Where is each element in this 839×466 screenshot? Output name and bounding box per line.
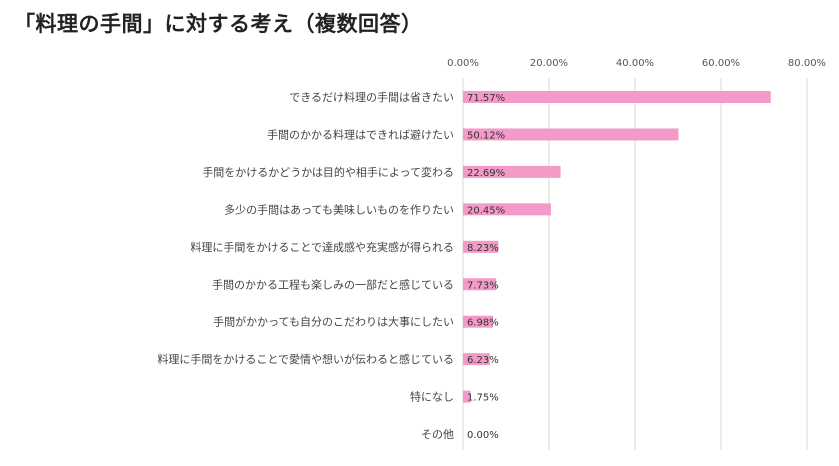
data-label: 8.23%	[467, 243, 499, 254]
bar	[463, 315, 494, 328]
category-label: できるだけ料理の手間は省きたい	[289, 90, 454, 104]
x-tick-label: 40.00%	[616, 58, 654, 69]
bar	[463, 353, 490, 366]
data-label: 6.23%	[467, 355, 499, 366]
data-label: 7.73%	[467, 280, 499, 291]
category-label: 手間のかかる料理はできれば避けたい	[267, 127, 454, 141]
category-label: 多少の手間はあっても美味しいものを作りたい	[224, 202, 454, 216]
chart-title: 「料理の手間」に対する考え（複数回答）	[14, 12, 423, 36]
category-label: 特になし	[410, 390, 454, 404]
category-label: その他	[421, 428, 454, 441]
bar	[463, 165, 561, 178]
data-label: 20.45%	[467, 205, 505, 216]
bar	[463, 128, 679, 141]
data-label: 71.57%	[467, 93, 505, 104]
bar	[463, 91, 771, 103]
data-label: 1.75%	[467, 393, 499, 404]
bar	[463, 240, 499, 253]
x-tick-label: 60.00%	[702, 58, 740, 69]
data-label: 22.69%	[467, 168, 505, 179]
category-label: 手間をかけるかどうかは目的や相手によって変わる	[202, 165, 454, 179]
category-label: 手間のかかる工程も楽しみの一部だと感じている	[212, 277, 454, 291]
category-label: 料理に手間をかけることで愛情や想いが伝わると感じている	[157, 352, 454, 366]
bar	[463, 278, 497, 291]
category-label: 料理に手間をかけることで達成感や充実感が得られる	[190, 240, 454, 254]
data-label: 0.00%	[467, 430, 499, 441]
x-tick-label: 80.00%	[788, 58, 826, 69]
data-label: 50.12%	[467, 130, 505, 141]
x-tick-label: 0.00%	[447, 58, 479, 69]
category-label: 手間がかかっても自分のこだわりは大事にしたい	[213, 315, 454, 329]
x-tick-label: 20.00%	[530, 58, 568, 69]
bar	[463, 203, 551, 216]
bar	[463, 390, 471, 403]
data-label: 6.98%	[467, 318, 499, 329]
